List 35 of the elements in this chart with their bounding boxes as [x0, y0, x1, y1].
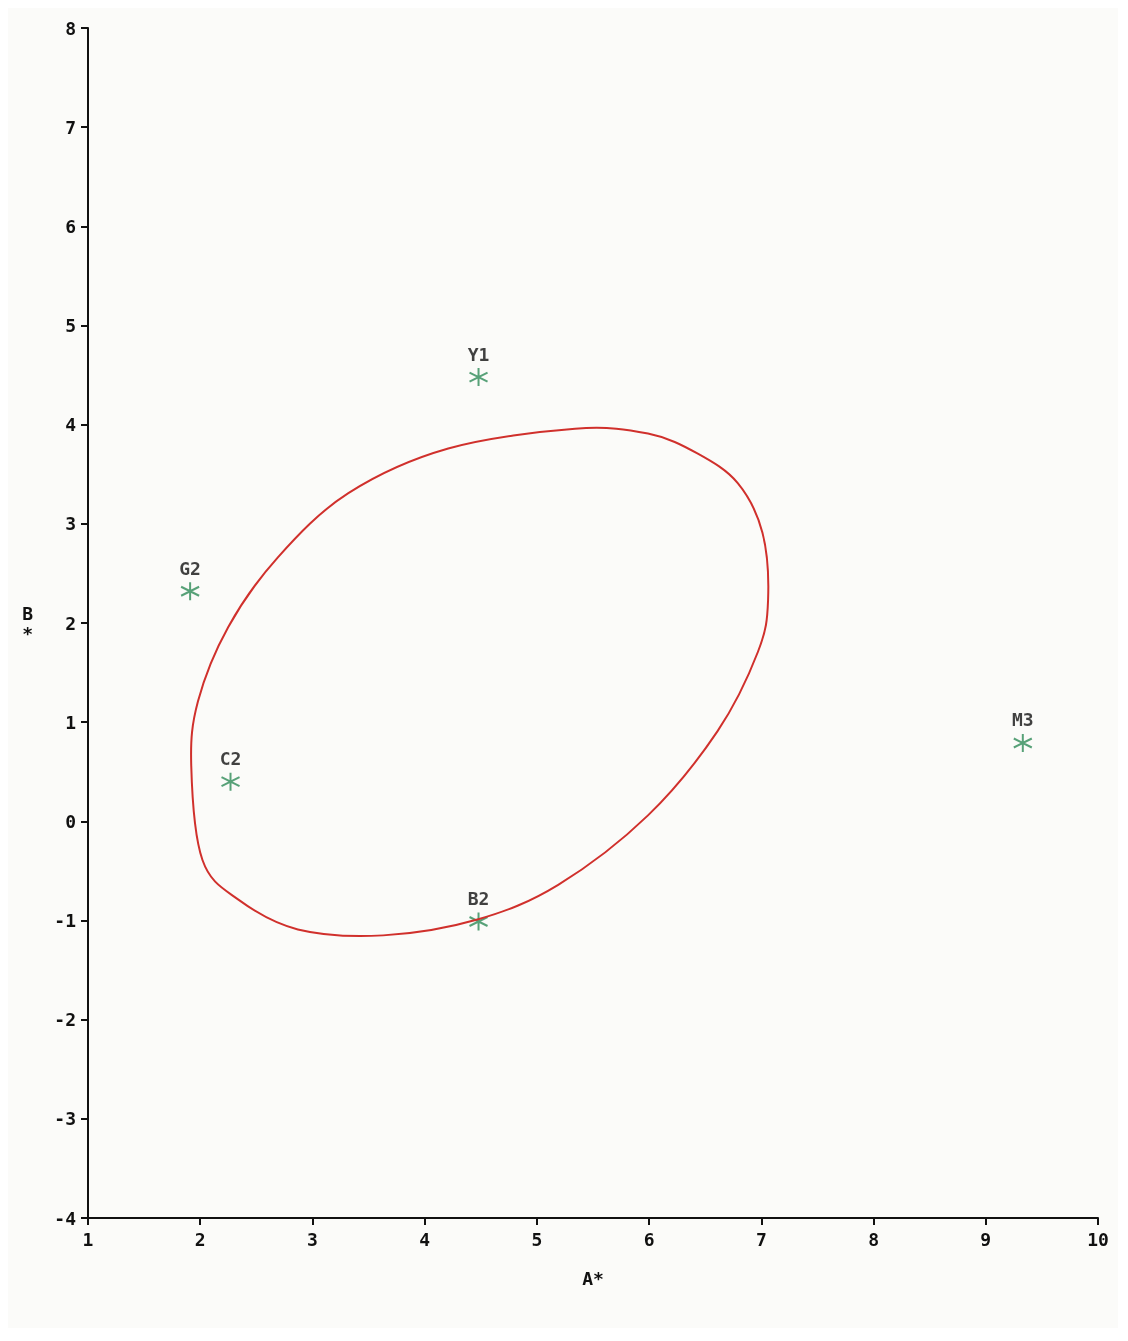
x-tick-label: 3 — [307, 1228, 318, 1250]
y-tick-label: 5 — [65, 315, 76, 336]
y-tick-label: 3 — [65, 513, 76, 535]
y-tick-label: 8 — [65, 17, 76, 39]
y-tick-label: 7 — [65, 116, 76, 138]
y-axis-title: B* — [22, 602, 34, 644]
annotation: C2 — [219, 748, 242, 770]
point — [180, 581, 201, 602]
x-tick-label: 2 — [194, 1228, 206, 1250]
point — [220, 771, 241, 792]
y-tick-label: 0 — [65, 810, 76, 832]
y-tick-label: 2 — [65, 612, 76, 634]
x-tick-label: 8 — [868, 1228, 879, 1250]
y-tick-label: 6 — [65, 215, 76, 237]
x-axis-title: A* — [582, 1267, 604, 1289]
x-tick-label: 5 — [531, 1228, 543, 1250]
annotation: M3 — [1011, 709, 1034, 731]
y-tick-label: 1 — [65, 711, 76, 733]
x-tick-label: 6 — [643, 1228, 655, 1250]
x-tick-label: 4 — [419, 1228, 431, 1250]
point — [468, 911, 489, 932]
y-tick-label: 4 — [65, 414, 77, 436]
x-tick-label: 9 — [980, 1228, 992, 1250]
point — [1012, 732, 1033, 753]
y-tick-label: -3 — [54, 1108, 76, 1130]
annotation: G2 — [179, 557, 201, 579]
y-tick-label: -4 — [54, 1207, 77, 1229]
y-tick-label: -2 — [54, 1009, 76, 1031]
y-tick-label: -1 — [54, 910, 76, 931]
annotation: Y1 — [467, 343, 490, 365]
point — [468, 367, 489, 388]
x-tick-label: 7 — [755, 1228, 767, 1250]
annotation: B2 — [467, 887, 490, 909]
x-tick-label: 1 — [82, 1228, 94, 1250]
x-tick-label: 10 — [1087, 1228, 1109, 1250]
